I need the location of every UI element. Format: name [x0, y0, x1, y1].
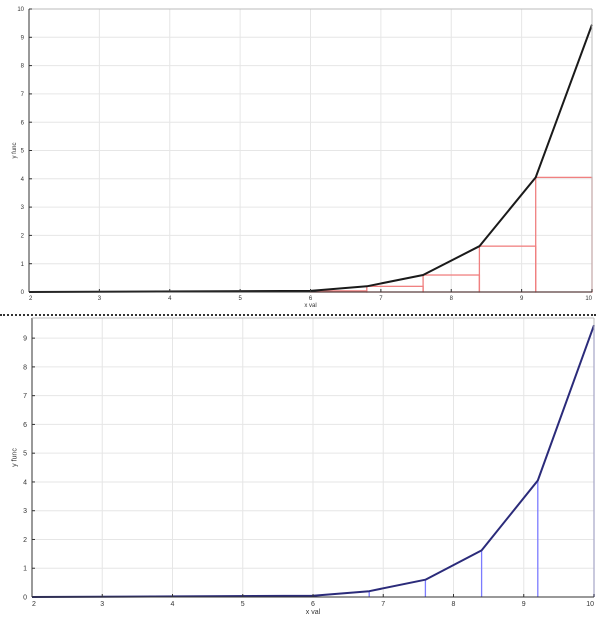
x-tick-label: 5 [238, 296, 242, 302]
y-tick-label: 10 [17, 7, 24, 13]
y-tick-label: 9 [23, 336, 27, 343]
x-tick-label: 6 [311, 601, 315, 608]
y-tick-label: 1 [23, 566, 27, 573]
x-axis-label: x val [306, 609, 321, 616]
y-axis-label: y func [12, 448, 19, 467]
x-tick-label: 6 [309, 296, 313, 302]
y-tick-label: 9 [21, 35, 25, 41]
y-tick-label: 4 [23, 479, 27, 486]
x-tick-label: 8 [450, 296, 454, 302]
y-tick-label: 0 [21, 290, 25, 296]
y-tick-label: 3 [23, 508, 27, 515]
x-tick-label: 4 [168, 296, 172, 302]
y-tick-label: 1 [21, 262, 25, 268]
x-tick-label: 7 [381, 601, 385, 608]
y-tick-label: 6 [21, 120, 25, 126]
y-axis-label: y func [12, 142, 18, 158]
x-axis-label: x val [304, 303, 316, 309]
x-tick-label: 5 [241, 601, 245, 608]
x-tick-label: 10 [585, 296, 592, 302]
x-tick-label: 7 [379, 296, 383, 302]
y-tick-label: 0 [23, 594, 27, 601]
y-tick-label: 7 [23, 393, 27, 400]
panel-separator [0, 314, 596, 316]
x-tick-label: 9 [522, 601, 526, 608]
y-tick-label: 8 [23, 364, 27, 371]
y-tick-label: 7 [21, 92, 25, 98]
x-tick-label: 8 [452, 601, 456, 608]
y-tick-label: 5 [21, 149, 25, 155]
x-tick-label: 3 [100, 601, 104, 608]
y-tick-label: 5 [23, 451, 27, 458]
x-tick-label: 10 [586, 601, 594, 608]
y-tick-label: 4 [21, 177, 25, 183]
x-tick-label: 2 [29, 296, 33, 302]
y-tick-label: 2 [21, 234, 25, 240]
x-tick-label: 3 [98, 296, 102, 302]
x-tick-label: 9 [520, 296, 524, 302]
y-tick-label: 8 [21, 64, 25, 70]
y-tick-label: 2 [23, 537, 27, 544]
top-chart: 2 3 4 5 6 7 8 9 10 0 1 2 3 4 5 6 7 8 9 10 x val y func [12, 7, 593, 309]
y-tick-label: 3 [21, 205, 25, 211]
x-tick-label: 4 [171, 601, 175, 608]
x-tick-label: 2 [32, 601, 36, 608]
bottom-chart: 2 3 4 5 6 7 8 9 10 0 1 2 3 4 5 6 7 8 9 x val y func [12, 317, 595, 616]
y-tick-label: 6 [23, 422, 27, 429]
